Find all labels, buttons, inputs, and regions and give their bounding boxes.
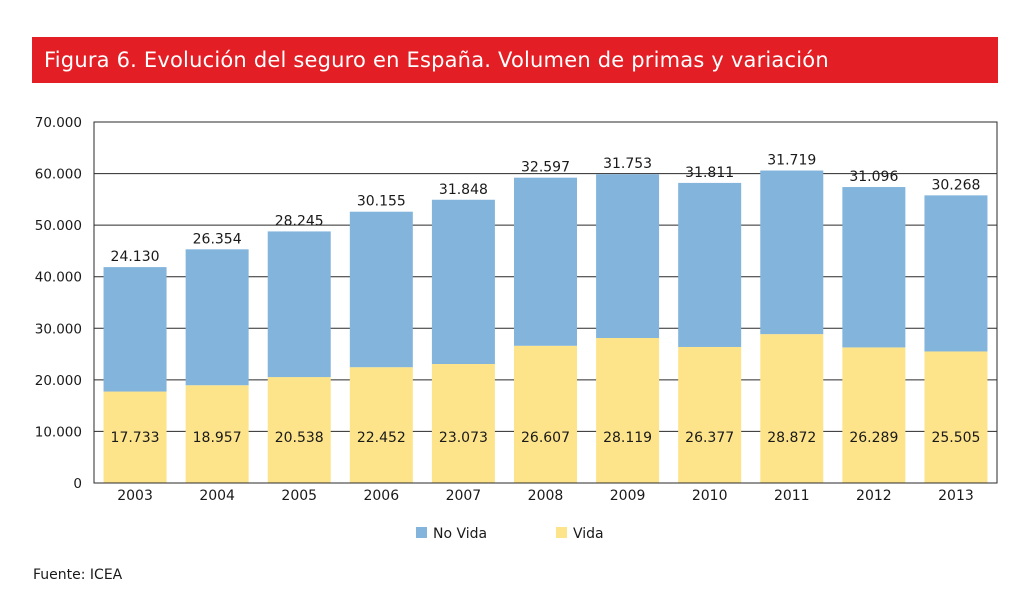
data-label-no-vida: 26.354: [193, 231, 242, 247]
y-tick-label: 40.000: [35, 270, 82, 286]
legend-swatch: [556, 527, 567, 538]
data-label-no-vida: 28.245: [275, 213, 324, 229]
data-label-vida: 26.289: [849, 430, 898, 446]
data-label-vida: 26.607: [521, 430, 570, 446]
data-label-vida: 28.872: [767, 430, 816, 446]
x-tick-label: 2004: [199, 488, 235, 504]
figure-title-bar: Figura 6. Evolución del seguro en España…: [32, 37, 998, 83]
x-tick-label: 2005: [281, 488, 317, 504]
bar-no-vida: [103, 267, 167, 392]
data-label-vida: 26.377: [685, 430, 734, 446]
bar-vida: [349, 367, 413, 483]
bar-no-vida: [514, 177, 577, 346]
bar-vida: [431, 364, 495, 483]
data-label-vida: 17.733: [111, 430, 160, 446]
x-tick-label: 2010: [692, 488, 728, 504]
bar-vida: [924, 351, 988, 483]
legend-label: No Vida: [433, 526, 487, 542]
y-tick-label: 10.000: [35, 424, 82, 440]
data-label-vida: 23.073: [439, 430, 488, 446]
legend-label: Vida: [573, 526, 604, 542]
bar-no-vida: [678, 182, 742, 347]
data-label-no-vida: 31.719: [767, 153, 816, 169]
legend-swatch: [416, 527, 427, 538]
data-label-no-vida: 30.155: [357, 194, 406, 210]
data-label-no-vida: 31.096: [849, 169, 898, 185]
bar-no-vida: [842, 187, 906, 348]
data-label-vida: 28.119: [603, 430, 652, 446]
y-tick-label: 20.000: [35, 373, 82, 389]
figure-title: Figura 6. Evolución del seguro en España…: [44, 48, 829, 72]
bar-no-vida: [760, 170, 824, 335]
bar-vida: [103, 391, 167, 483]
data-label-no-vida: 24.130: [111, 249, 160, 265]
bar-no-vida: [267, 231, 331, 378]
y-tick-label: 0: [73, 476, 82, 492]
bar-no-vida: [431, 199, 495, 365]
data-label-vida: 18.957: [193, 430, 242, 446]
bar-no-vida: [924, 195, 988, 352]
plot-frame: [93, 121, 998, 484]
bar-vida: [185, 385, 249, 483]
bar-no-vida: [185, 249, 249, 386]
data-label-no-vida: 31.811: [685, 165, 734, 181]
x-tick-label: 2013: [938, 488, 974, 504]
bar-vida: [842, 347, 906, 483]
bar-vida: [267, 377, 331, 483]
data-label-no-vida: 32.597: [521, 160, 570, 176]
data-label-no-vida: 31.753: [603, 156, 652, 172]
data-label-vida: 20.538: [275, 430, 324, 446]
y-tick-label: 70.000: [35, 115, 82, 131]
y-tick-label: 30.000: [35, 321, 82, 337]
x-tick-label: 2012: [856, 488, 892, 504]
y-tick-label: 60.000: [35, 167, 82, 183]
data-label-no-vida: 31.848: [439, 182, 488, 198]
data-label-vida: 25.505: [931, 430, 980, 446]
x-tick-label: 2007: [446, 488, 482, 504]
y-tick-label: 50.000: [35, 218, 82, 234]
bar-vida: [596, 337, 660, 483]
x-tick-label: 2003: [117, 488, 153, 504]
bar-vida: [678, 346, 742, 483]
x-tick-label: 2009: [610, 488, 646, 504]
bar-vida: [760, 334, 824, 483]
bar-no-vida: [349, 211, 413, 368]
source-note: Fuente: ICEA: [33, 567, 123, 583]
bar-no-vida: [596, 174, 660, 338]
data-label-no-vida: 30.268: [931, 177, 980, 193]
bar-vida: [514, 345, 577, 483]
x-tick-label: 2008: [528, 488, 564, 504]
data-label-vida: 22.452: [357, 430, 406, 446]
x-tick-label: 2011: [774, 488, 810, 504]
x-tick-label: 2006: [363, 488, 399, 504]
